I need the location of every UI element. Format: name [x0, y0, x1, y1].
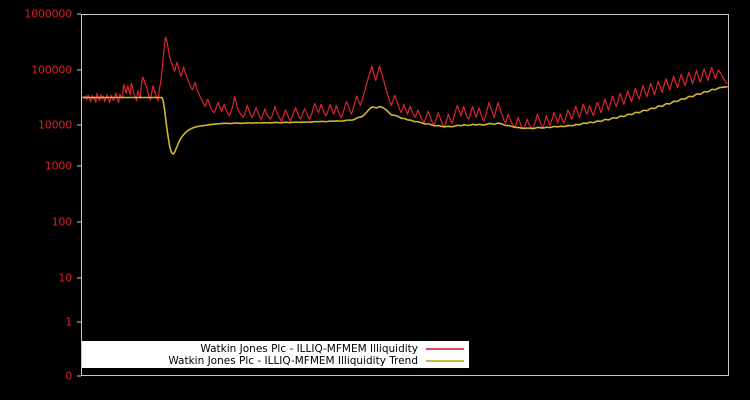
- legend-item-illiquidity-trend: Watkin Jones Plc - ILLIQ-MFMEM Illiquidi…: [83, 355, 468, 367]
- y-axis-tick-mark: [77, 69, 81, 70]
- y-axis-tick-mark: [77, 375, 81, 377]
- legend-swatch-illiquidity-trend: [426, 359, 464, 362]
- y-axis: 1000000 100000 10000 1000 100 10 1 0: [0, 0, 81, 400]
- legend-item-illiquidity: Watkin Jones Plc - ILLIQ-MFMEM Illiquidi…: [83, 343, 468, 355]
- legend-label-illiquidity: Watkin Jones Plc - ILLIQ-MFMEM Illiquidi…: [200, 342, 418, 355]
- plot-canvas: [82, 36, 728, 155]
- y-axis-tick-mark: [77, 165, 81, 167]
- y-axis-tick-mark: [77, 321, 81, 323]
- y-axis-tick-mark: [77, 13, 81, 15]
- legend-swatch-illiquidity: [426, 347, 464, 350]
- y-axis-tick-label: 1000000: [24, 7, 72, 21]
- y-axis-tick-label: 100000: [31, 63, 72, 76]
- y-axis-tick-mark: [77, 124, 81, 126]
- chart-legend: Watkin Jones Plc - ILLIQ-MFMEM Illiquidi…: [82, 341, 469, 368]
- series-line-illiquidity-trend: [82, 86, 728, 155]
- y-axis-tick-label: 1000: [44, 159, 72, 173]
- y-axis-tick-label: 10: [58, 271, 72, 284]
- legend-label-illiquidity-trend: Watkin Jones Plc - ILLIQ-MFMEM Illiquidi…: [168, 354, 418, 367]
- y-axis-tick-label: 0: [65, 369, 72, 383]
- y-axis-tick-label: 100: [51, 215, 73, 229]
- y-axis-tick-label: 1: [65, 315, 72, 329]
- y-axis-tick-label: 10000: [38, 118, 72, 132]
- y-axis-tick-mark: [77, 277, 81, 278]
- series-line-illiquidity: [82, 36, 728, 130]
- plot-area: [81, 14, 729, 376]
- y-axis-tick-mark: [77, 221, 81, 223]
